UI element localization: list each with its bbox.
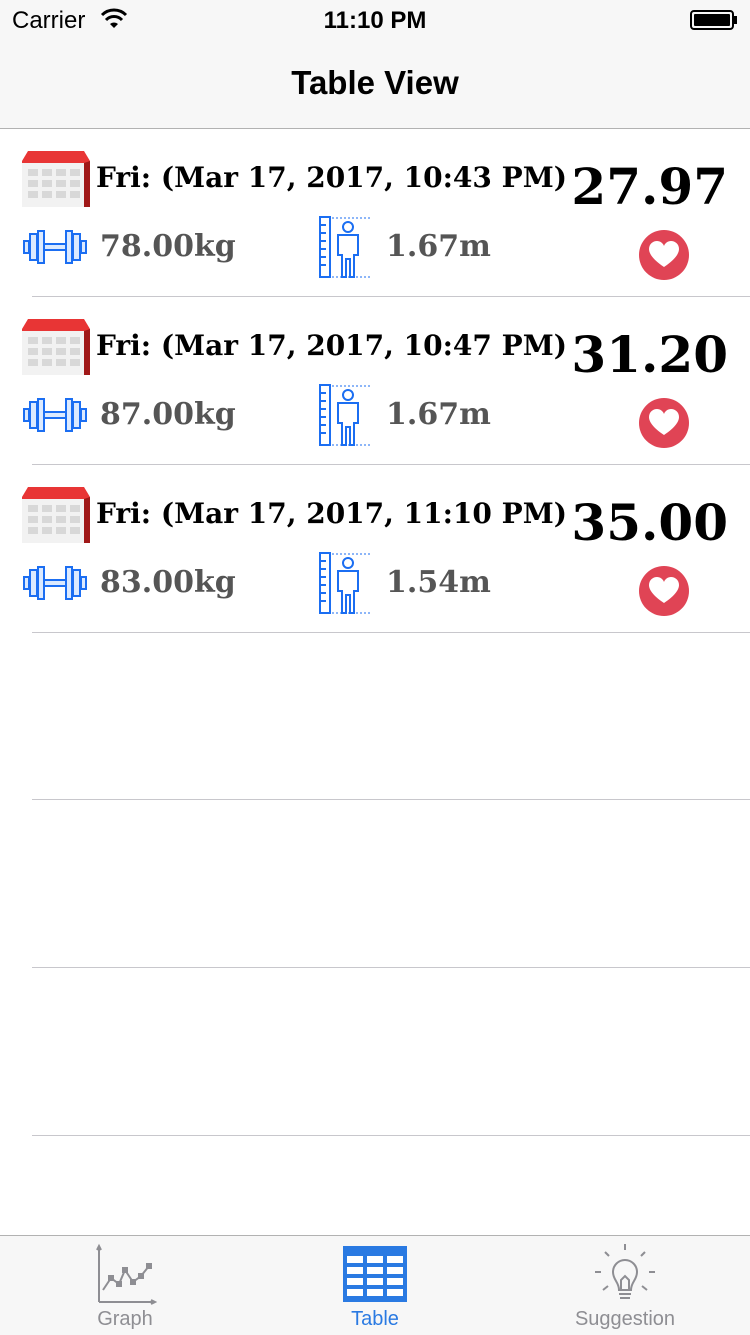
heart-icon [639,566,689,616]
row-separator [32,464,750,465]
carrier-label: Carrier [12,7,86,34]
battery-icon [690,10,737,30]
tab-label: Suggestion [574,1308,676,1330]
heart-icon [639,230,689,280]
page-title: Table View [291,64,459,101]
height-ruler-icon [319,384,370,446]
bmi-value: 31.20 [571,325,728,384]
graph-icon [96,1243,157,1305]
record-date: Fri: (Mar 17, 2017, 11:10 PM) [96,497,567,530]
height-ruler-icon [319,216,370,278]
calendar-icon [22,487,90,543]
record-date: Fri: (Mar 17, 2017, 10:43 PM) [96,161,567,194]
tab-graph[interactable]: Graph [0,1236,250,1335]
table-icon [343,1246,407,1302]
table-row[interactable]: Fri: (Mar 17, 2017, 10:43 PM) 27.97 78.0… [0,129,750,297]
record-date: Fri: (Mar 17, 2017, 10:47 PM) [96,329,567,362]
status-bar: Carrier 11:10 PM [0,0,750,40]
tab-label: Table [351,1308,399,1330]
height-value: 1.54m [386,565,491,600]
row-separator [32,296,750,297]
bmi-value: 35.00 [571,493,728,552]
status-time: 11:10 PM [323,7,427,34]
table-row[interactable]: Fri: (Mar 17, 2017, 11:10 PM) 35.00 83.0… [0,465,750,633]
dumbbell-icon [23,566,87,600]
row-separator [32,632,750,633]
heart-icon [639,398,689,448]
tab-suggestion[interactable]: Suggestion [500,1236,750,1335]
height-value: 1.67m [386,229,491,264]
bmi-value: 27.97 [571,157,728,216]
calendar-icon [22,151,90,207]
table-row[interactable]: Fri: (Mar 17, 2017, 10:47 PM) 31.20 87.0… [0,297,750,465]
calendar-icon [22,319,90,375]
dumbbell-icon [23,230,87,264]
row-separator [32,967,750,968]
lightbulb-icon [595,1244,655,1299]
height-ruler-icon [319,552,370,614]
tab-bar: Graph Table [0,1235,750,1335]
row-separator [32,799,750,800]
row-separator [32,1135,750,1136]
weight-value: 78.00kg [100,229,236,264]
records-table[interactable]: Fri: (Mar 17, 2017, 10:43 PM) 27.97 78.0… [0,129,750,1235]
height-value: 1.67m [386,397,491,432]
tab-label: Graph [97,1308,153,1330]
weight-value: 87.00kg [100,397,236,432]
tab-table[interactable]: Table [250,1236,500,1335]
navigation-bar: Table View [0,40,750,129]
wifi-icon [100,8,128,28]
weight-value: 83.00kg [100,565,236,600]
dumbbell-icon [23,398,87,432]
